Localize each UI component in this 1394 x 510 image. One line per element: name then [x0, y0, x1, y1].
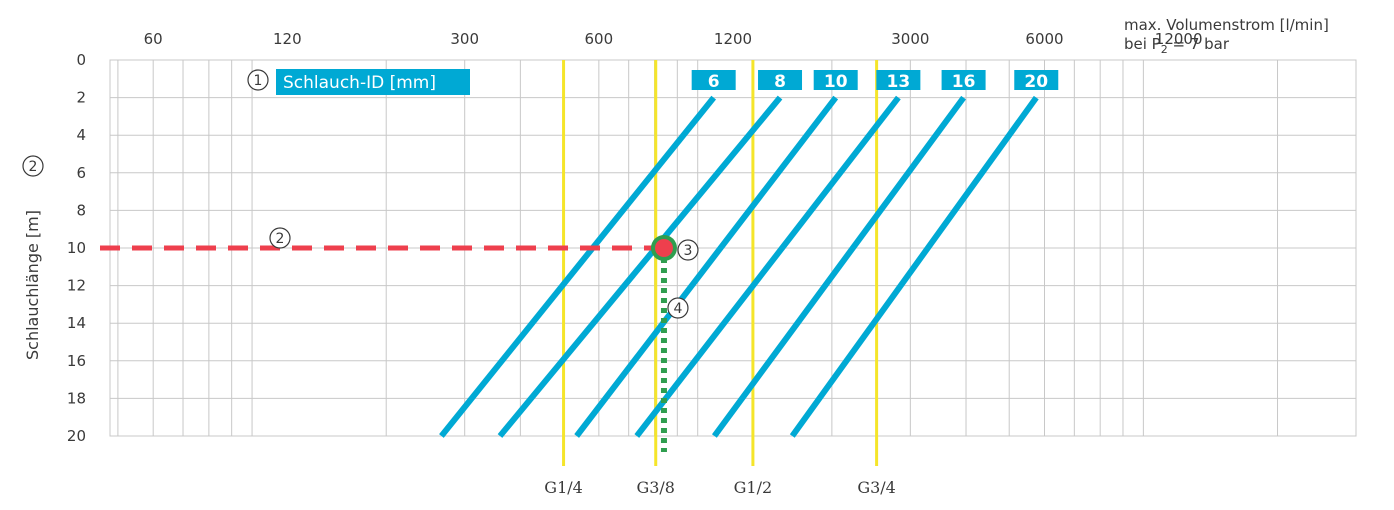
hose-line: [711, 95, 967, 438]
y-tick-label: 16: [67, 352, 86, 370]
header-line-2-sub: 2: [1161, 43, 1168, 56]
hose-lines: [439, 95, 1039, 438]
thread-lines: [562, 60, 879, 466]
hose-label: 10: [824, 72, 848, 92]
x-tick-label: 6000: [1025, 30, 1063, 48]
intersection-point: [654, 239, 673, 257]
hose-label-box: [758, 70, 803, 90]
x-tick-label: 60: [144, 30, 163, 48]
y-axis-marker-text: 2: [29, 159, 38, 175]
y-tick-label: 14: [67, 314, 86, 332]
x-tick-label: 300: [450, 30, 479, 48]
hose-label-box: [813, 70, 858, 90]
length-marker-circle: [269, 227, 291, 249]
y-tick-label: 6: [76, 164, 86, 182]
flow-marker-circle: [667, 297, 689, 319]
legend-title: Schlauch-ID [mm]: [283, 73, 436, 93]
y-tick-label: 12: [67, 277, 86, 295]
legend-box: [276, 69, 470, 95]
hose-label: 6: [708, 72, 720, 92]
y-tick-label: 0: [76, 51, 86, 69]
thread-label: G3/4: [857, 478, 896, 497]
y-axis-label: Schlauchlänge [m]: [23, 210, 42, 360]
hose-line: [789, 95, 1039, 438]
length-marker-text: 2: [276, 231, 285, 247]
flow-marker-text: 4: [674, 301, 683, 317]
point-marker-circle: [677, 239, 699, 261]
x-tick-label: 600: [585, 30, 614, 48]
hose-label: 8: [774, 72, 786, 92]
hose-line: [497, 95, 783, 438]
header-line-2-suffix: = 7 bar: [1168, 35, 1230, 53]
hose-line: [634, 95, 901, 438]
y-tick-label: 20: [67, 427, 86, 445]
y-tick-label: 4: [76, 126, 86, 144]
header-line-2-prefix: bei P: [1124, 35, 1161, 53]
hose-label: 20: [1024, 72, 1048, 92]
hose-label-box: [1014, 70, 1059, 90]
y-axis-marker-circle: [22, 155, 44, 177]
y-tick-label: 8: [76, 201, 86, 219]
y-tick-label: 18: [67, 389, 86, 407]
hose-label-box: [941, 70, 986, 90]
hose-label: 16: [952, 72, 976, 92]
x-tick-label: 12000: [1155, 30, 1203, 48]
x-tick-label: 120: [273, 30, 302, 48]
legend-marker-circle: [247, 69, 269, 91]
hose-line: [574, 95, 839, 438]
thread-label: G3/8: [636, 478, 675, 497]
hose-label-box: [691, 70, 736, 90]
header-line-1: max. Volumenstrom [l/min]: [1124, 16, 1329, 34]
x-tick-label: 1200: [714, 30, 752, 48]
y-tick-label: 2: [76, 89, 86, 107]
annotations: 2 4 3: [100, 227, 699, 452]
y-tick-label: 10: [67, 239, 86, 257]
hose-label: 13: [887, 72, 911, 92]
hose-label-box: [876, 70, 921, 90]
thread-label: G1/4: [544, 478, 583, 497]
point-marker-text: 3: [684, 243, 693, 259]
header-line-2: bei P2 = 7 bar: [1124, 35, 1230, 56]
hose-line: [439, 95, 717, 438]
thread-label: G1/2: [734, 478, 773, 497]
x-tick-label: 3000: [891, 30, 929, 48]
legend-marker-text: 1: [254, 73, 263, 89]
